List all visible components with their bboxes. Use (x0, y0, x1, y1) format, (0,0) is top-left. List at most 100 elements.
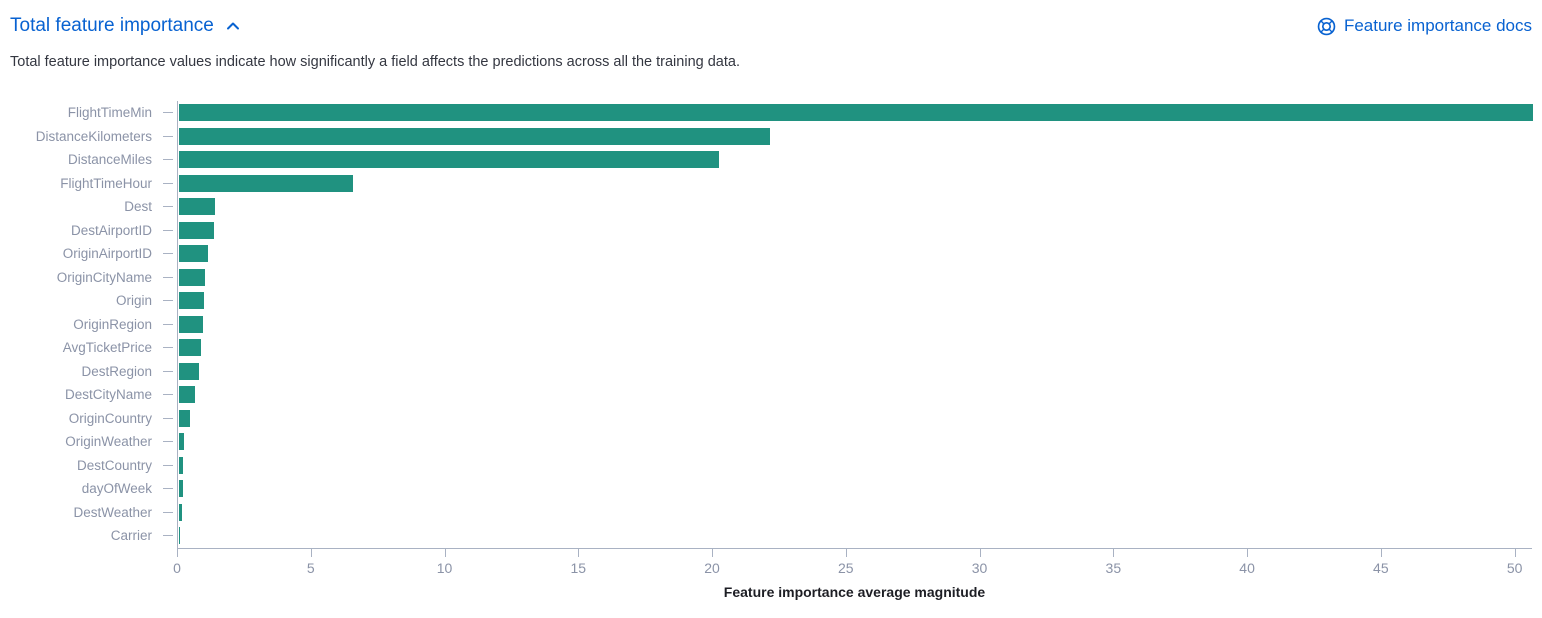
chevron-up-icon (225, 18, 241, 34)
y-axis-tick (163, 229, 173, 231)
importance-bar-DestRegion (179, 362, 199, 380)
bar-track (177, 312, 1532, 336)
chart-row: DestWeather (10, 500, 1532, 524)
y-axis-label: OriginCityName (56, 269, 152, 285)
y-axis-label: DestRegion (81, 363, 152, 379)
y-axis-label: FlightTimeMin (67, 105, 152, 121)
chart-row: FlightTimeHour (10, 171, 1532, 195)
bar-track (177, 171, 1532, 195)
x-axis: 0 5 10 15 20 25 30 35 40 45 50 (173, 547, 1532, 580)
importance-bar-OriginRegion (179, 315, 203, 333)
panel-description: Total feature importance values indicate… (10, 54, 740, 70)
bar-track (177, 500, 1532, 524)
y-axis-label: OriginRegion (73, 316, 152, 332)
importance-bar-DistanceKilometers (179, 127, 770, 145)
chart-row: DestRegion (10, 359, 1532, 383)
y-axis-tick (163, 347, 173, 349)
bar-track (177, 406, 1532, 430)
x-axis-tick (310, 548, 312, 557)
x-axis-tick (444, 548, 446, 557)
x-axis-tick (177, 548, 178, 557)
y-axis-label: DestCityName (64, 387, 152, 403)
y-axis-label: DestWeather (73, 504, 152, 520)
y-axis-label: Carrier (110, 528, 152, 544)
importance-bar-FlightTimeHour (179, 174, 353, 192)
feature-importance-chart: FlightTimeMin DistanceKilometers DistanceM… (10, 101, 1533, 600)
x-axis-tick-label: 25 (838, 559, 854, 576)
panel-header: Total feature importance Feature importa… (10, 12, 1532, 40)
y-axis-label: DistanceKilometers (35, 128, 152, 144)
y-axis-tick (163, 370, 173, 372)
chart-row: dayOfWeek (10, 477, 1532, 501)
importance-bar-AvgTicketPrice (179, 339, 201, 356)
feature-importance-docs-link[interactable]: Feature importance docs (1317, 16, 1532, 36)
y-axis-label: AvgTicketPrice (62, 340, 152, 356)
bar-track (177, 218, 1532, 242)
x-axis-tick-label: 0 (173, 559, 181, 576)
y-axis-label: OriginAirportID (62, 246, 152, 262)
chart-row: OriginCountry (10, 406, 1532, 430)
chart-row: OriginCityName (10, 265, 1532, 289)
importance-bar-DestAirportID (179, 221, 214, 239)
importance-bar-Carrier (179, 527, 181, 544)
x-axis-tick-label: 20 (704, 559, 720, 576)
y-axis-tick (163, 511, 173, 513)
bar-track (177, 195, 1532, 219)
importance-bar-DestCountry (179, 456, 184, 474)
y-axis-label: OriginWeather (65, 434, 152, 450)
chart-row: DistanceMiles (10, 148, 1532, 172)
chart-row: AvgTicketPrice (10, 336, 1532, 360)
importance-bar-OriginAirportID (179, 245, 208, 262)
y-axis-tick (163, 394, 173, 396)
chart-row: Carrier (10, 524, 1532, 548)
y-axis-tick (163, 464, 173, 466)
chart-row: DestAirportID (10, 218, 1532, 242)
chart-row: Dest (10, 195, 1532, 219)
y-axis-label: DistanceMiles (67, 152, 152, 168)
section-collapse-toggle[interactable]: Total feature importance (10, 15, 241, 37)
bar-track (177, 242, 1532, 266)
importance-bar-OriginWeather (179, 433, 185, 450)
x-axis-tick-label: 30 (971, 559, 988, 576)
chart-row: DistanceKilometers (10, 124, 1532, 148)
importance-bar-OriginCountry (179, 409, 190, 427)
importance-bar-OriginCityName (179, 268, 206, 286)
bar-track (177, 265, 1532, 289)
chart-row: OriginWeather (10, 430, 1532, 454)
y-axis-tick (163, 253, 173, 255)
x-axis-tick-label: 35 (1105, 559, 1122, 576)
y-axis-tick (163, 182, 173, 184)
section-title: Total feature importance (10, 15, 214, 36)
x-axis-tick (1380, 548, 1382, 557)
docs-link-label: Feature importance docs (1343, 16, 1532, 35)
bar-track (177, 289, 1532, 313)
x-axis-tick (712, 548, 714, 557)
x-axis-tick (845, 548, 847, 557)
y-axis-label: FlightTimeHour (60, 175, 152, 191)
y-axis-tick (163, 276, 173, 278)
bar-track (177, 430, 1532, 454)
bar-track (177, 524, 1532, 548)
importance-bar-DestWeather (179, 503, 182, 521)
x-axis-tick-label: 50 (1506, 559, 1523, 576)
y-axis-tick (163, 112, 173, 114)
x-axis-tick-label: 15 (570, 559, 587, 576)
chart-row: FlightTimeMin (10, 101, 1533, 125)
importance-bar-dayOfWeek (179, 480, 183, 497)
bar-track (177, 124, 1532, 148)
bar-track (177, 101, 1533, 125)
y-axis-tick (163, 159, 173, 161)
chart-row: OriginAirportID (10, 242, 1532, 266)
x-axis-title: Feature importance average magnitude (723, 583, 986, 600)
x-axis-tick (1247, 548, 1249, 557)
chart-row: DestCityName (10, 383, 1532, 407)
importance-bar-FlightTimeMin (179, 104, 1533, 121)
y-axis-tick (163, 323, 173, 325)
y-axis-label: Dest (124, 199, 152, 215)
bar-track (177, 336, 1532, 360)
y-axis-tick (163, 135, 173, 137)
x-axis-tick (1514, 548, 1516, 557)
x-axis-tick-label: 40 (1239, 559, 1255, 576)
importance-bar-Origin (179, 292, 205, 309)
